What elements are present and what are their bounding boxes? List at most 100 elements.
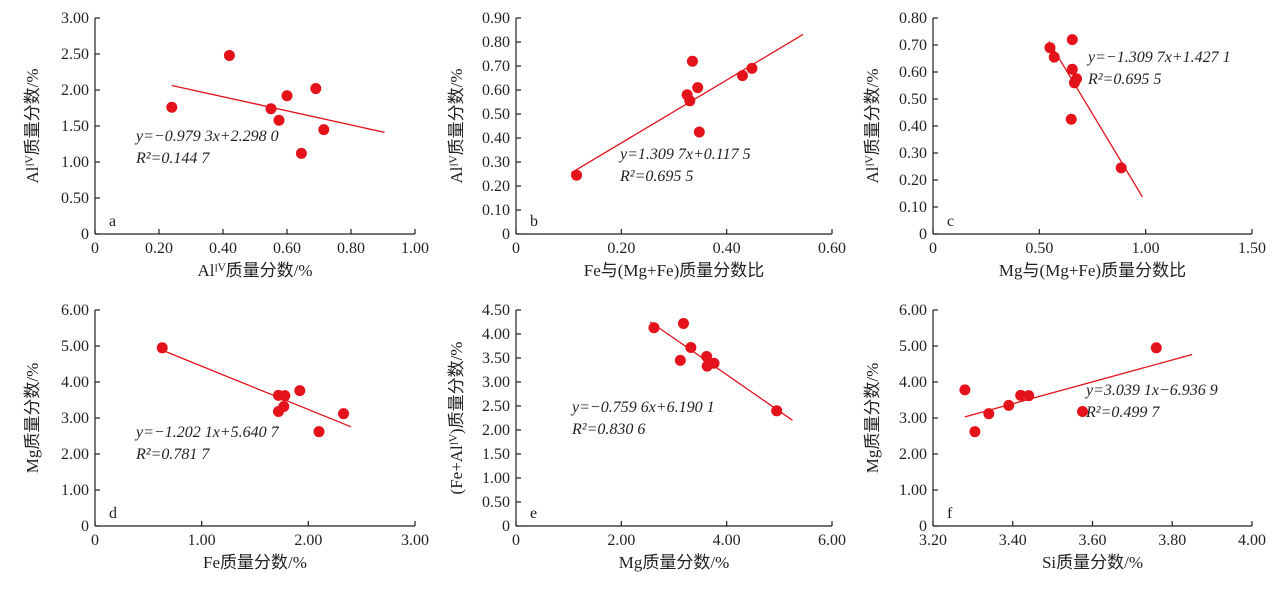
y-tick-label: 2.00 [899, 446, 927, 463]
data-point [692, 82, 704, 94]
regression-line [964, 353, 1193, 418]
data-point [677, 317, 689, 329]
r-squared-label: R²=0.144 7 [135, 150, 210, 167]
x-tick-label: 0.40 [713, 240, 741, 257]
y-tick-label: 0.80 [482, 34, 510, 51]
y-axis-label: (Fe+Alᴵⱽ)质量分数/% [447, 342, 466, 495]
data-point [674, 354, 686, 366]
x-tick-label: 6.00 [818, 532, 846, 549]
y-axis-label: Mg质量分数/% [863, 363, 882, 474]
x-tick-label: 3.80 [1158, 532, 1186, 549]
x-tick-label: 0 [512, 532, 520, 549]
data-point [156, 342, 168, 354]
y-tick-label: 0.10 [482, 202, 510, 219]
data-point [771, 405, 783, 417]
x-tick-label: 2.00 [607, 532, 635, 549]
panel-letter: f [947, 505, 953, 522]
y-tick-label: 5.00 [899, 338, 927, 355]
data-point [1115, 162, 1127, 174]
y-tick-label: 1.50 [482, 446, 510, 463]
regression-equation: y=−0.759 6x+6.190 1 [570, 399, 715, 416]
y-tick-label: 1.50 [61, 118, 89, 135]
regression-equation: y=3.039 1x−6.936 9 [1084, 382, 1218, 399]
y-tick-label: 3.50 [482, 350, 510, 367]
y-tick-label: 0.40 [482, 130, 510, 147]
x-tick-label: 3.20 [919, 532, 947, 549]
x-axis-label: Alᴵⱽ质量分数/% [197, 261, 312, 280]
y-tick-label: 0.60 [899, 64, 927, 81]
data-point [736, 70, 748, 82]
data-point [281, 90, 293, 102]
r-squared-label: R²=0.695 5 [1087, 71, 1161, 88]
y-tick-label: 0.60 [482, 82, 510, 99]
x-tick-label: 0.60 [273, 240, 301, 257]
data-point [1066, 63, 1078, 75]
data-point [959, 384, 971, 396]
y-tick-label: 0.50 [482, 494, 510, 511]
y-tick-label: 1.00 [482, 470, 510, 487]
y-tick-label: 2.00 [61, 446, 89, 463]
data-point [295, 147, 307, 159]
y-tick-label: 0 [502, 518, 510, 535]
data-point [310, 83, 322, 95]
y-tick-label: 0 [81, 518, 89, 535]
regression-equation: y=1.309 7x+0.117 5 [618, 146, 751, 163]
data-point [318, 124, 330, 136]
x-axis-label: Fe质量分数/% [203, 553, 307, 572]
chart-panel-b: 0 0.20 0.40 0.60 0 0.10 0.20 0.30 0.40 0.50 0.60 0.… [447, 10, 846, 280]
regression-line [1048, 41, 1144, 198]
panel-letter: c [947, 213, 954, 230]
regression-line [649, 321, 793, 421]
y-tick-label: 0 [919, 226, 927, 243]
x-tick-label: 0.60 [818, 240, 846, 257]
y-tick-label: 0.70 [899, 37, 927, 54]
y-axis-label: Mg质量分数/% [23, 363, 42, 474]
x-tick-label: 1.00 [1132, 240, 1160, 257]
x-axis-label: Mg与(Mg+Fe)质量分数比 [999, 261, 1186, 280]
r-squared-label: R²=0.499 7 [1085, 404, 1160, 421]
data-point [686, 55, 698, 67]
x-tick-label: 1.50 [1238, 240, 1266, 257]
panel-letter: e [530, 505, 537, 522]
data-point [273, 114, 285, 126]
data-point [1023, 390, 1035, 402]
data-point [969, 426, 981, 438]
x-tick-label: 1.00 [188, 532, 216, 549]
y-tick-label: 1.00 [61, 482, 89, 499]
chart-panel-f: 3.20 3.40 3.60 3.80 4.00 0 1.00 2.00 3.00 4.00 5.0… [863, 302, 1266, 572]
regression-equation: y=−1.309 7x+1.427 1 [1086, 49, 1231, 66]
data-point [294, 385, 306, 397]
y-tick-label: 3.00 [61, 410, 89, 427]
y-tick-label: 2.00 [61, 82, 89, 99]
y-tick-label: 0.40 [899, 118, 927, 135]
y-tick-label: 3.00 [61, 10, 89, 27]
data-point [685, 341, 697, 353]
chart-panel-d: 0 1.00 2.00 3.00 0 1.00 2.00 3.00 4.00 5.00 6.00 Fe… [23, 302, 429, 572]
panel-letter: b [530, 213, 538, 230]
y-tick-label: 1.00 [899, 482, 927, 499]
y-tick-label: 0.20 [482, 178, 510, 195]
r-squared-label: R²=0.781 7 [135, 446, 210, 463]
x-axis-label: Fe与(Mg+Fe)质量分数比 [584, 261, 765, 280]
data-point [1015, 389, 1027, 401]
data-point [313, 426, 325, 438]
r-squared-label: R²=0.695 5 [619, 168, 693, 185]
y-tick-label: 0.10 [899, 199, 927, 216]
regression-equation: y=−1.202 1x+5.640 7 [134, 424, 280, 441]
regression-line [171, 84, 385, 133]
data-point [338, 408, 350, 420]
data-point [983, 408, 995, 420]
data-point [265, 103, 277, 115]
y-tick-label: 5.00 [61, 338, 89, 355]
x-tick-label: 3.60 [1079, 532, 1107, 549]
data-point [571, 169, 583, 181]
y-axis-label: Alᴵⱽ质量分数/% [23, 68, 42, 183]
y-tick-label: 0 [81, 226, 89, 243]
x-tick-label: 0.40 [209, 240, 237, 257]
y-axis-label: Alᴵⱽ质量分数/% [863, 68, 882, 183]
y-tick-label: 4.00 [899, 374, 927, 391]
x-tick-label: 1.00 [401, 240, 429, 257]
data-point [684, 95, 696, 107]
r-squared-label: R²=0.830 6 [571, 421, 645, 438]
